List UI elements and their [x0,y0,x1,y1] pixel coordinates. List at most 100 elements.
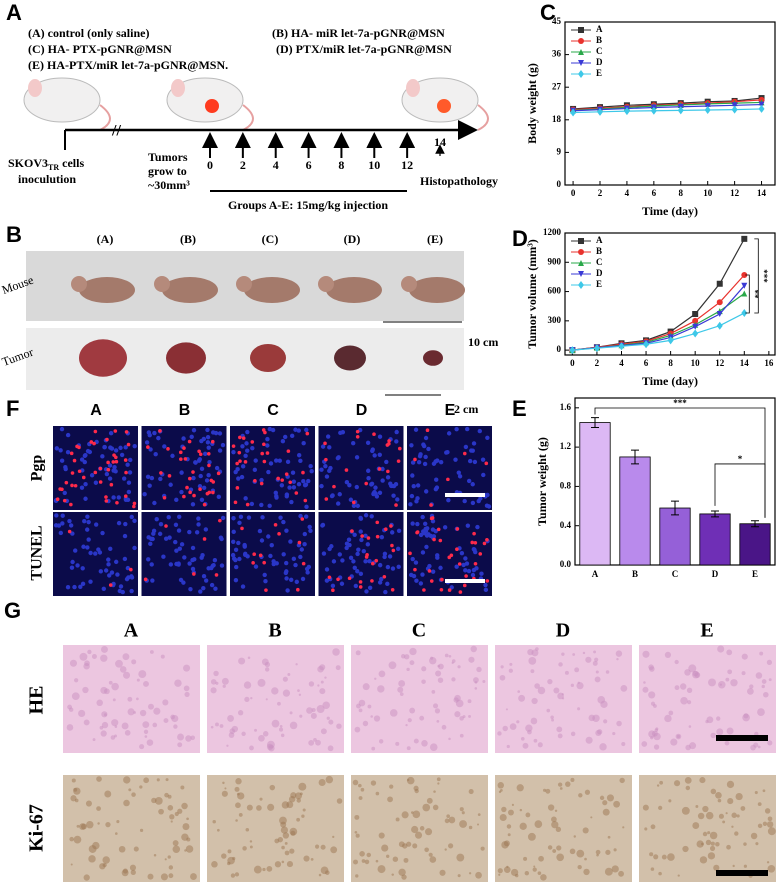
panel-label: A [6,0,22,25]
signal [237,450,242,455]
nucleus [83,496,88,501]
texture [705,811,714,820]
texture [454,711,461,718]
texture [564,670,569,675]
texture [605,849,611,855]
texture [552,849,557,853]
nucleus [284,494,289,499]
nucleus [194,530,200,535]
nucleus [303,482,309,487]
texture [182,823,190,831]
texture [648,691,656,699]
texture [668,710,674,716]
texture [503,866,511,873]
nucleus [383,589,388,595]
texture [603,719,608,724]
marker [578,70,584,78]
texture [153,707,161,715]
texture [281,860,285,864]
nucleus [68,523,74,528]
texture [115,832,118,835]
nucleus [250,445,255,451]
nucleus [62,490,67,496]
texture [324,676,327,679]
nucleus [324,474,330,479]
texture [516,784,524,792]
texture [419,715,425,721]
signal [263,430,267,435]
signal [485,537,489,542]
texture [227,715,234,722]
texture [650,736,654,740]
nucleus [284,576,289,581]
signal [77,469,82,474]
texture [227,849,232,854]
texture [468,789,474,795]
signal [478,552,483,556]
texture [322,701,330,709]
texture [281,845,285,850]
texture [99,725,104,730]
signal [132,501,137,506]
texture [537,742,543,748]
texture [69,659,78,667]
nucleus [382,554,387,560]
texture [254,728,258,732]
nucleus [119,452,125,458]
nucleus [187,529,192,535]
nucleus [387,554,393,559]
nucleus [284,528,289,533]
nucleus [67,518,72,524]
nucleus [181,436,186,441]
marker [569,346,576,355]
nucleus [348,555,354,561]
texture [757,823,763,829]
texture [301,814,305,818]
texture [448,654,452,658]
texture [91,654,97,659]
texture [618,870,624,877]
texture [684,669,691,676]
marker [578,60,584,66]
texture [677,874,680,877]
nucleus [109,570,115,575]
texture [320,844,326,850]
nucleus [424,544,429,550]
texture [717,645,725,653]
nucleus [161,554,166,559]
texture [406,776,415,785]
nucleus [190,545,196,551]
nucleus [93,522,99,527]
mouse-head [318,276,334,292]
texture [482,680,486,684]
signal [104,499,109,503]
nucleus [158,476,163,482]
texture [92,841,100,850]
nucleus [158,522,164,527]
marker [704,106,711,115]
texture [606,794,615,802]
histology: A B C D E HE Ki-67 [26,620,776,882]
nucleus [394,439,399,444]
signal [301,561,306,566]
x-tick-label: B [632,569,638,579]
texture [243,681,252,689]
texture [437,664,440,668]
legend-label: D [596,268,603,278]
texture [151,797,157,804]
texture [556,845,562,851]
nucleus [120,589,125,595]
texture [594,657,599,662]
y-tick-label: 9 [557,146,562,156]
texture [468,872,472,875]
nucleus [233,557,238,563]
nucleus [479,571,484,576]
scale-label: 10 cm [468,335,498,349]
signal [394,503,398,507]
nucleus [269,542,274,548]
group-label: (E) [427,232,443,246]
texture [473,677,479,683]
texture [319,664,326,671]
texture [508,668,513,673]
panel-label: G [4,598,21,623]
